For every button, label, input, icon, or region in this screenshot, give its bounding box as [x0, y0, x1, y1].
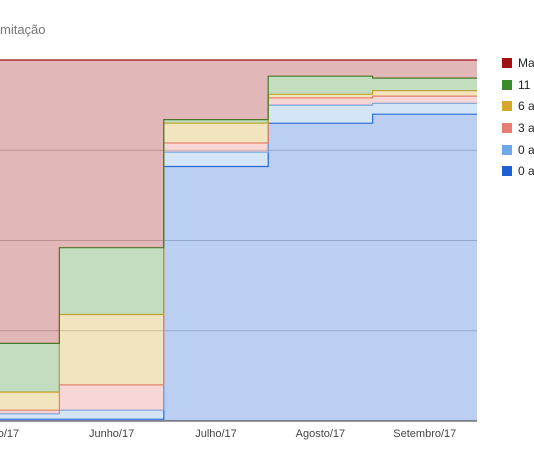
gridlines	[0, 149, 477, 332]
legend-swatch	[502, 144, 512, 155]
legend-label: 6 a	[518, 99, 534, 114]
series-line-5	[0, 75, 477, 344]
x-tick-label: Julho/17	[195, 428, 237, 440]
legend-swatch	[502, 122, 512, 133]
x-tick-label: Junho/17	[89, 428, 134, 440]
legend-swatch	[502, 166, 512, 177]
series-line-2	[0, 102, 477, 415]
legend-label: 0 a	[518, 142, 534, 157]
series-line-1	[0, 113, 477, 420]
chart-title: mitação	[0, 22, 46, 37]
series-areas	[0, 59, 477, 421]
series-line-3	[0, 95, 477, 411]
legend-swatch	[502, 79, 512, 90]
x-tick-label: Agosto/17	[296, 428, 346, 440]
legend-item[interactable]: 11	[502, 74, 534, 96]
legend-item[interactable]: 6 a	[502, 95, 534, 117]
legend-item[interactable]: 0 a	[502, 160, 534, 182]
legend-item[interactable]: Ma	[502, 52, 534, 74]
series-area-1	[0, 114, 477, 421]
legend-label: Ma	[518, 55, 534, 70]
legend-item[interactable]: 0 a	[502, 139, 534, 161]
series-area-2	[0, 103, 477, 420]
series-line-4	[0, 90, 477, 393]
legend-swatch	[502, 101, 512, 112]
x-tick-label: Setembro/17	[393, 428, 456, 440]
x-axis: io/17 Junho/17 Julho/17 Agosto/17 Setembro/1…	[0, 420, 477, 440]
legend-label: 3 a	[518, 120, 534, 135]
series-area-6	[0, 60, 477, 344]
series-area-4	[0, 90, 477, 411]
legend-swatch	[502, 57, 512, 68]
x-tick-label: io/17	[0, 428, 19, 440]
legend-label: 11	[518, 77, 531, 92]
legend-label: 0 a	[518, 164, 534, 179]
series-area-5	[0, 76, 477, 393]
legend-item[interactable]: 3 a	[502, 117, 534, 139]
legend: Ma 11 6 a 3 a 0 a 0 a	[502, 52, 534, 182]
